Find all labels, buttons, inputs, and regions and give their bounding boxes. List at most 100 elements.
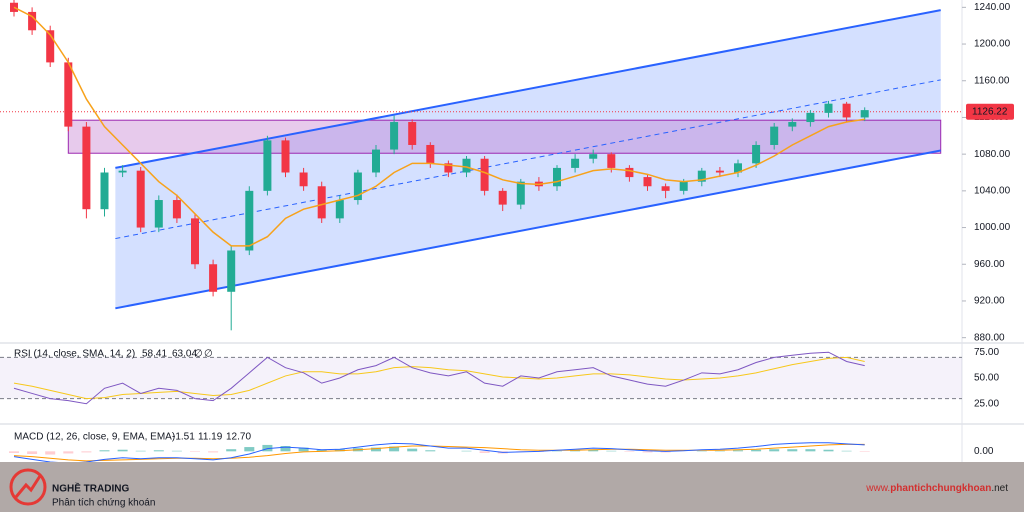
macd-histogram: [280, 446, 291, 452]
candle-body: [335, 200, 344, 219]
macd-readout: 11.19: [198, 432, 223, 443]
logo-arrow: [14, 475, 42, 498]
macd-histogram: [45, 451, 56, 455]
channel-fill: [115, 10, 941, 309]
candle-body: [842, 103, 851, 118]
macd-histogram: [171, 450, 182, 452]
macd-histogram: [81, 451, 92, 453]
candle-body: [426, 144, 435, 164]
rsi-readout: ∅: [204, 349, 213, 360]
macd-histogram: [226, 449, 237, 452]
candle-body: [480, 158, 489, 191]
y-tick-label: 1080.00: [974, 149, 1011, 160]
logo: [9, 468, 47, 506]
last-price-label: 1126.22: [972, 106, 1008, 117]
candle-body: [46, 30, 55, 63]
rsi-title: RSI (14, close, SMA, 14, 2): [14, 349, 135, 360]
tagline: Phân tích chứng khoán: [52, 498, 155, 509]
macd-histogram: [117, 449, 128, 452]
channel-lower: [115, 149, 941, 310]
macd-histogram: [153, 450, 164, 452]
macd-histogram: [27, 451, 38, 454]
candle-body: [860, 110, 869, 118]
macd-histogram: [787, 449, 798, 452]
macd-histogram: [298, 447, 309, 452]
macd-histogram: [208, 451, 219, 453]
macd-histogram: [624, 451, 635, 452]
macd-histogram: [841, 450, 852, 452]
macd-histogram: [99, 450, 110, 452]
candle-body: [516, 181, 525, 205]
macd-histogram: [823, 449, 834, 452]
rsi-line: [13, 351, 865, 405]
macd-readout: 12.70: [226, 432, 251, 443]
macd-histogram: [552, 450, 562, 452]
macd-histogram: [660, 451, 671, 453]
macd-histogram: [714, 450, 725, 452]
macd-histogram: [244, 447, 255, 452]
macd-histogram: [769, 449, 780, 452]
candle-body: [824, 103, 833, 113]
candle-body: [444, 163, 453, 173]
candle-body: [353, 172, 362, 201]
candle-body: [227, 250, 236, 292]
y-tick-label: 1000.00: [974, 222, 1011, 233]
background: [0, 0, 1024, 462]
last-price-box: [966, 103, 1014, 120]
macd-histogram: [334, 449, 345, 452]
macd-histogram: [63, 451, 74, 454]
rsi-tick-label: 25.00: [974, 398, 999, 409]
rsi-band: [0, 357, 962, 399]
macd-histogram: [606, 450, 617, 452]
candle-body: [697, 170, 706, 182]
candle-body: [172, 200, 181, 219]
rsi-readout: ∅: [194, 349, 203, 360]
rsi-tick-label: 50.00: [974, 373, 999, 384]
website: www.phantichchungkhoan.net: [865, 483, 1008, 494]
candle-body: [317, 186, 326, 219]
candle-body: [607, 154, 616, 168]
macd-histogram: [407, 448, 418, 452]
macd-histogram: [859, 451, 870, 452]
macd-signal: [13, 443, 865, 462]
macd-histogram: [316, 449, 327, 452]
macd-line: [13, 442, 865, 464]
candle-body: [82, 126, 91, 210]
macd-histogram: [135, 450, 146, 452]
macd-histogram: [479, 451, 490, 453]
candle-body: [462, 158, 471, 173]
y-tick-label: 1200.00: [974, 39, 1011, 50]
candle-body: [571, 158, 580, 168]
macd-histogram: [733, 450, 743, 452]
candle-body: [553, 167, 561, 187]
brand: NGHỀ TRADING: [52, 482, 129, 495]
candle-body: [734, 163, 742, 173]
candle-body: [136, 170, 145, 228]
y-tick-label: 1040.00: [974, 185, 1011, 196]
candle-body: [372, 149, 380, 173]
candle-body: [263, 140, 272, 191]
candle-body: [589, 154, 598, 159]
candle-body: [118, 170, 127, 173]
moving-average: [13, 6, 865, 247]
rsi-tick-label: 75.00: [974, 347, 999, 358]
macd-histogram: [371, 447, 381, 452]
footer: [0, 462, 1024, 512]
candle-body: [299, 172, 308, 187]
candle-body: [752, 144, 761, 164]
candle-body: [209, 264, 218, 292]
y-tick-label: 880.00: [974, 332, 1005, 343]
rsi-signal: [13, 356, 865, 400]
macd-histogram: [751, 449, 762, 452]
y-tick-label: 1160.00: [974, 75, 1010, 86]
candle-body: [154, 200, 163, 228]
macd-readout: -1.51: [172, 432, 195, 443]
candle-body: [390, 122, 399, 150]
rsi-readout: 58.41: [142, 349, 167, 360]
macd-title: MACD (12, 26, close, 9, EMA, EMA): [14, 432, 175, 443]
candle-body: [64, 62, 73, 127]
candle-body: [28, 11, 37, 31]
candle-body: [788, 122, 797, 127]
macd-histogram: [588, 449, 599, 452]
